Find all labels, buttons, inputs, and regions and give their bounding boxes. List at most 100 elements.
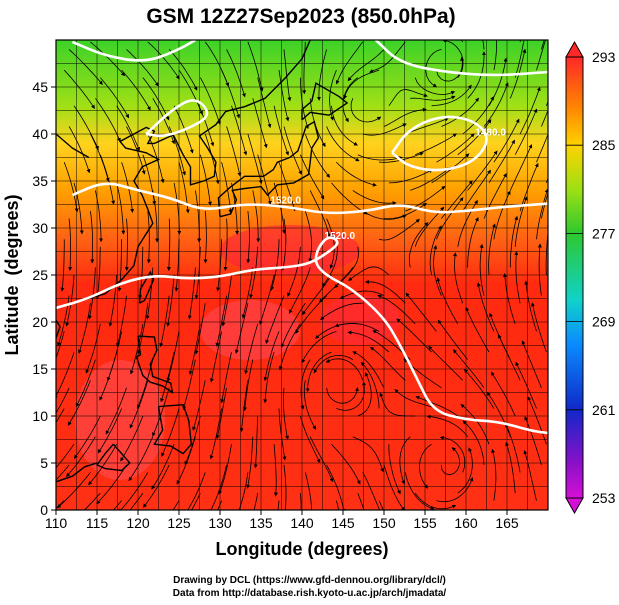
streamline	[304, 133, 330, 178]
streamline	[221, 162, 233, 214]
y-tick-label: 0	[40, 502, 48, 518]
streamline	[362, 472, 381, 510]
y-tick-label: 20	[32, 314, 48, 330]
streamline	[67, 380, 91, 426]
streamline	[514, 40, 525, 78]
streamline	[336, 500, 339, 510]
streamline	[90, 133, 110, 182]
contour-label: 1480.0	[475, 128, 506, 139]
streamline	[436, 197, 464, 240]
streamline	[204, 133, 220, 185]
streamline	[388, 169, 433, 184]
streamline	[239, 380, 249, 433]
streamline	[514, 251, 521, 304]
streamline	[452, 349, 485, 389]
streamline	[302, 274, 332, 316]
streamline	[521, 340, 542, 388]
contour-line	[145, 99, 209, 138]
streamline	[56, 408, 65, 424]
streamline	[352, 436, 385, 473]
streamline	[301, 331, 337, 364]
streamline	[120, 415, 144, 462]
streamline	[546, 176, 548, 184]
y-tick-label: 40	[32, 126, 48, 142]
streamline	[247, 133, 263, 185]
streamline	[226, 49, 246, 98]
x-tick-label: 140	[290, 515, 314, 531]
streamline	[184, 415, 201, 466]
streamline	[322, 239, 338, 287]
streamline	[143, 464, 170, 508]
streamline	[90, 211, 95, 264]
streamline	[151, 444, 175, 490]
contour-line	[56, 236, 548, 435]
coastlines	[56, 40, 349, 510]
streamline	[488, 139, 515, 184]
streamline	[335, 41, 364, 85]
streamline	[221, 274, 232, 327]
colorbar-scale	[565, 56, 584, 499]
streamline	[56, 464, 70, 481]
streamline	[191, 492, 201, 510]
streamline	[404, 472, 435, 510]
colorbar-tick-label: 293	[592, 49, 616, 65]
streamline	[129, 380, 149, 429]
streamline	[246, 436, 254, 489]
streamline	[87, 267, 96, 320]
streamline	[83, 492, 101, 510]
streamline	[65, 274, 75, 327]
colorbar-tick-label: 269	[592, 314, 616, 330]
streamline	[415, 395, 459, 417]
streamline	[304, 472, 313, 510]
streamline	[195, 190, 202, 243]
streamline	[56, 331, 65, 360]
streamline	[388, 444, 401, 495]
streamline	[436, 277, 459, 325]
y-tick-label: 10	[32, 408, 48, 424]
colorbar-max-arrow	[565, 40, 584, 58]
streamline	[121, 69, 151, 111]
streamline	[457, 199, 478, 247]
streamline	[129, 323, 144, 375]
streamline	[505, 422, 521, 473]
streamline	[491, 448, 497, 501]
streamline	[166, 274, 175, 327]
streamline	[166, 331, 180, 383]
streamline	[505, 441, 516, 494]
streamline	[112, 500, 122, 510]
streamline	[457, 447, 473, 494]
streamline	[379, 218, 420, 241]
streamline	[176, 436, 196, 485]
streamline	[63, 69, 95, 109]
streamline	[442, 40, 464, 78]
coastline	[56, 40, 311, 309]
plot-area: 1520.0 1520.0 1480.0	[56, 40, 548, 510]
streamline	[460, 403, 490, 445]
streamline	[408, 221, 429, 268]
streamline	[362, 123, 407, 136]
map-title: GSM 12Z27Sep2023 (850.0hPa)	[146, 5, 455, 28]
streamline	[187, 472, 206, 510]
streamline	[429, 225, 442, 276]
streamline	[347, 49, 385, 82]
streamline	[194, 246, 201, 300]
streamline	[383, 202, 427, 220]
streamline	[453, 252, 464, 304]
streamline	[161, 408, 180, 457]
x-tick-label: 165	[495, 515, 519, 531]
streamline	[545, 222, 548, 276]
streamline	[203, 211, 208, 264]
y-axis: 0 5 10 15 20 25 30 35 40 45	[32, 79, 56, 518]
streamlines	[56, 40, 548, 510]
streamline	[56, 351, 75, 400]
streamline	[415, 133, 457, 156]
coastline	[95, 443, 131, 472]
streamline	[68, 218, 73, 271]
streamline	[369, 41, 406, 73]
streamline	[519, 40, 521, 42]
streamline	[527, 396, 547, 445]
streamline	[410, 95, 456, 101]
y-tick-label: 15	[32, 361, 48, 377]
x-tick-label: 130	[208, 515, 232, 531]
